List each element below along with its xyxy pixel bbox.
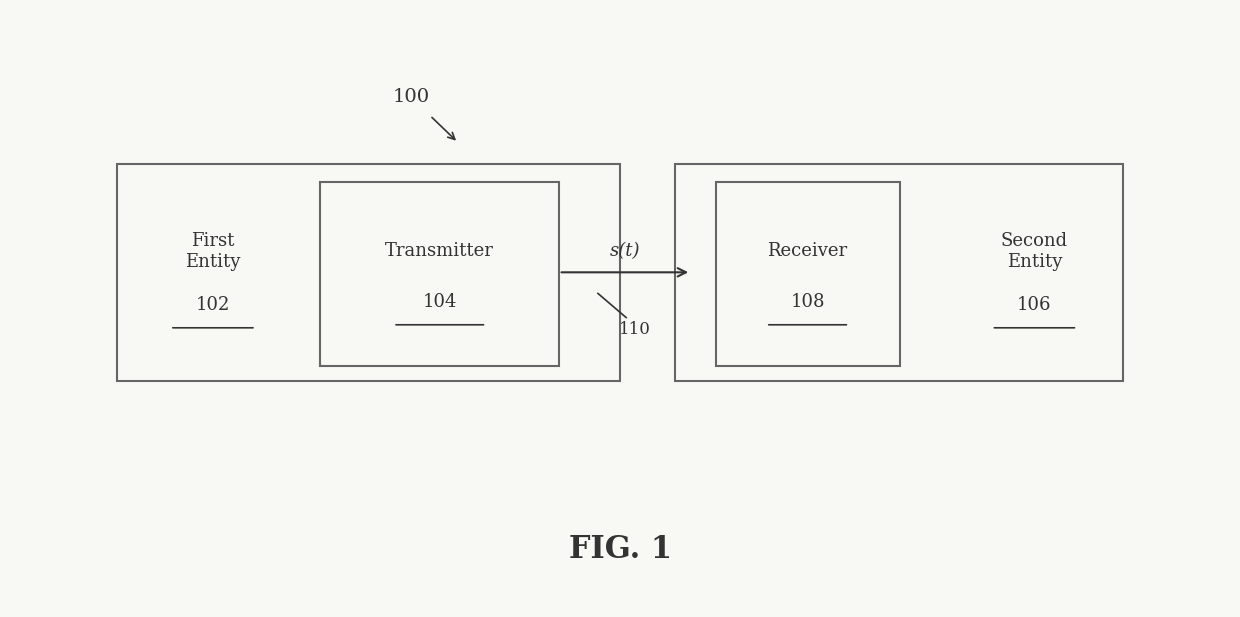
Text: 110: 110 [619, 321, 651, 338]
Text: s(t): s(t) [610, 242, 640, 260]
Text: 106: 106 [1017, 297, 1052, 315]
FancyBboxPatch shape [118, 164, 620, 381]
Text: 104: 104 [423, 294, 458, 312]
Text: 108: 108 [790, 294, 825, 312]
Text: FIG. 1: FIG. 1 [568, 534, 672, 565]
Text: Receiver: Receiver [768, 242, 848, 260]
Text: Second
Entity: Second Entity [1001, 232, 1068, 271]
FancyBboxPatch shape [715, 182, 899, 366]
Text: First
Entity: First Entity [185, 232, 241, 271]
Text: 102: 102 [196, 297, 231, 315]
FancyBboxPatch shape [320, 182, 559, 366]
FancyBboxPatch shape [675, 164, 1122, 381]
Text: Transmitter: Transmitter [386, 242, 495, 260]
Text: 100: 100 [393, 88, 430, 106]
